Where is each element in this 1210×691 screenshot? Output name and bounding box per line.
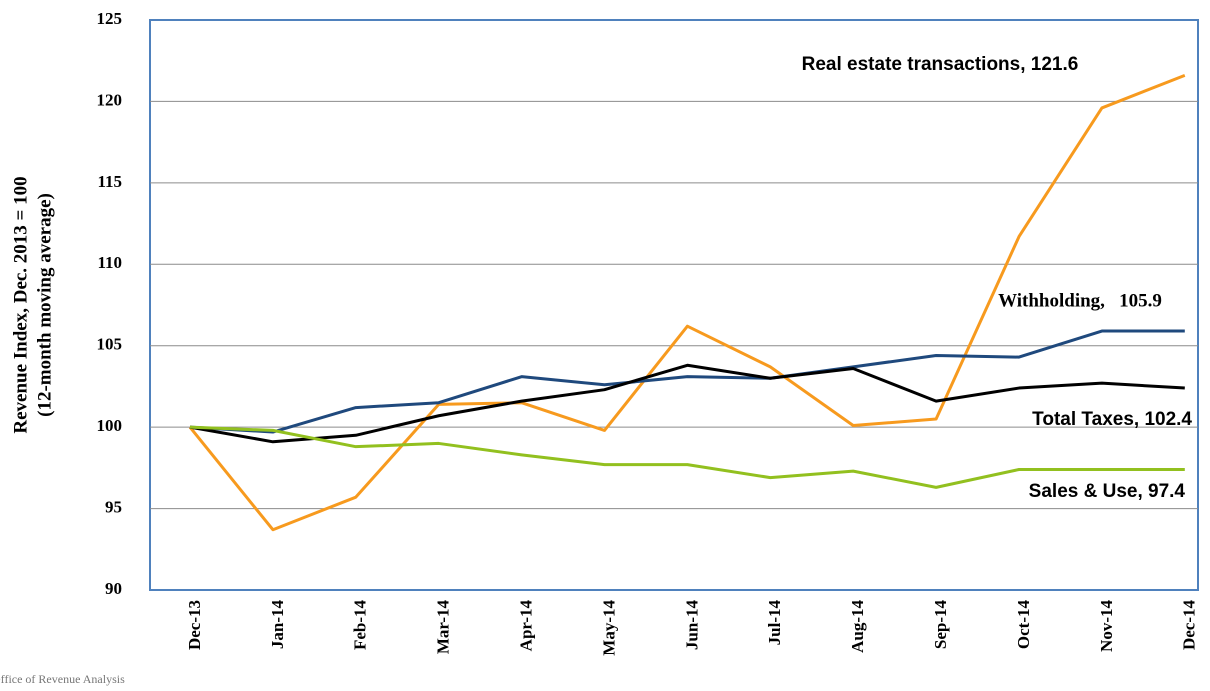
- x-tick-label: Jun-14: [682, 600, 701, 651]
- grid: [150, 100, 1198, 510]
- y-tick-label: 125: [97, 9, 123, 28]
- x-tick-label: Aug-14: [848, 600, 867, 653]
- x-tick-label: Oct-14: [1014, 600, 1033, 650]
- y-tick-label: 120: [97, 90, 123, 109]
- x-tick-label: Feb-14: [351, 600, 370, 651]
- y-tick-label: 95: [105, 497, 122, 516]
- x-tick-label: Dec-14: [1180, 600, 1199, 651]
- x-tick-label: Jan-14: [268, 600, 287, 650]
- source: Office of Revenue Analysis: [0, 672, 125, 686]
- x-tick-label: May-14: [599, 600, 618, 656]
- x-tick-label: Dec-13: [185, 600, 204, 650]
- plot-frame: [149, 19, 1199, 591]
- series-line: [189, 363, 1185, 444]
- series-line: [189, 329, 1185, 434]
- x-tick-label: Apr-14: [517, 600, 536, 652]
- y-tick-label: 90: [105, 579, 122, 598]
- series-label: Total Taxes, 102.4: [1032, 409, 1192, 430]
- y-tick-label: 100: [97, 416, 123, 435]
- y-tick-label: 105: [97, 335, 123, 354]
- x-tick-label: Nov-14: [1097, 600, 1116, 652]
- y-tick-label: 115: [97, 172, 122, 191]
- series-label: Sales & Use, 97.4: [1029, 481, 1186, 502]
- x-tick-label: Sep-14: [931, 600, 950, 650]
- series-label: Real estate transactions, 121.6: [802, 54, 1079, 75]
- y-axis-label: (12-month moving average): [34, 193, 55, 417]
- lines: [188, 73, 1186, 532]
- y-axis-label: Revenue Index, Dec. 2013 = 100: [10, 176, 31, 433]
- y-tick-label: 110: [97, 253, 122, 272]
- series-line: [188, 73, 1186, 532]
- x-tick-label: Mar-14: [434, 600, 453, 655]
- x-tick-label: Jul-14: [765, 600, 784, 646]
- series-label: Withholding, 105.9: [998, 290, 1162, 311]
- series-line: [189, 425, 1185, 489]
